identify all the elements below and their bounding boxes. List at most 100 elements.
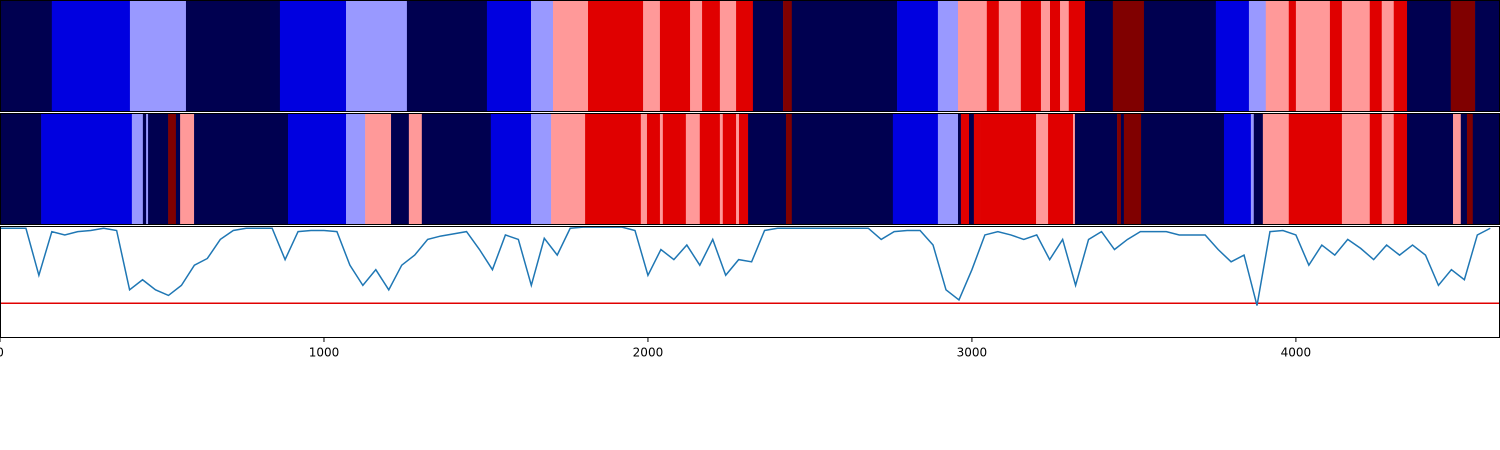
segment	[662, 113, 687, 225]
segment	[530, 0, 554, 112]
segment	[486, 0, 532, 112]
segment	[1450, 0, 1476, 112]
segment	[659, 0, 691, 112]
segment	[1050, 0, 1061, 112]
segment	[551, 113, 586, 225]
segment	[685, 113, 701, 225]
segment	[585, 113, 642, 225]
segment	[142, 113, 147, 225]
segment	[736, 0, 754, 112]
segment	[0, 0, 53, 112]
segment	[1215, 0, 1250, 112]
segment	[1381, 113, 1395, 225]
segment	[1381, 0, 1395, 112]
segment	[490, 113, 532, 225]
segment	[897, 0, 939, 112]
segment	[937, 0, 959, 112]
segment	[41, 113, 133, 225]
segment	[185, 0, 281, 112]
segment	[346, 0, 408, 112]
x-tick-label: 0	[0, 346, 4, 360]
segment	[1265, 0, 1290, 112]
segment	[1084, 0, 1114, 112]
segment	[180, 113, 195, 225]
segment	[752, 0, 784, 112]
segment	[194, 113, 289, 225]
segment	[980, 113, 1037, 225]
segment	[969, 113, 975, 225]
segment	[1453, 113, 1462, 225]
segment	[1393, 113, 1408, 225]
segment	[719, 0, 737, 112]
segment	[1060, 0, 1070, 112]
segment	[1329, 0, 1343, 112]
data-line	[0, 226, 1491, 306]
segment	[175, 113, 181, 225]
segment	[1143, 0, 1217, 112]
segment	[957, 0, 988, 112]
segment	[421, 113, 492, 225]
segment	[1073, 113, 1076, 225]
segment	[288, 113, 347, 225]
segment	[646, 113, 661, 225]
segment	[1472, 113, 1500, 225]
x-tick-label: 3000	[957, 346, 988, 360]
segment	[702, 0, 721, 112]
segment	[1123, 113, 1142, 225]
segment	[530, 113, 552, 225]
segment	[973, 113, 981, 225]
segment	[365, 113, 392, 225]
segment	[146, 113, 149, 225]
segment	[168, 113, 177, 225]
segment	[738, 113, 749, 225]
segment	[406, 0, 488, 112]
segment	[131, 113, 144, 225]
segment	[1040, 0, 1051, 112]
segment	[643, 0, 661, 112]
segment	[1407, 0, 1452, 112]
segment	[588, 0, 644, 112]
segment	[0, 113, 42, 225]
segment	[279, 0, 347, 112]
segment	[1288, 0, 1297, 112]
segment	[391, 113, 410, 225]
segment	[1036, 113, 1049, 225]
segment	[791, 113, 894, 225]
segment	[960, 113, 970, 225]
segment	[659, 113, 664, 225]
segment	[791, 0, 898, 112]
segment	[1369, 113, 1383, 225]
segment	[51, 0, 131, 112]
x-tick-label: 1000	[309, 346, 340, 360]
segment	[408, 113, 423, 225]
segment	[736, 113, 740, 225]
segment	[1460, 113, 1468, 225]
segment	[1295, 0, 1331, 112]
segment	[1248, 0, 1267, 112]
segment	[1223, 113, 1252, 225]
segment	[1117, 113, 1122, 225]
segment	[129, 0, 187, 112]
segment	[1288, 113, 1343, 225]
panel-frame	[0, 226, 1500, 338]
segment	[553, 0, 589, 112]
segment	[998, 0, 1022, 112]
x-tick-label: 2000	[633, 346, 664, 360]
segment	[148, 113, 169, 225]
segment	[1020, 0, 1042, 112]
segment	[1369, 0, 1383, 112]
segment	[1341, 0, 1371, 112]
segment	[1141, 113, 1225, 225]
segment	[1048, 113, 1074, 225]
segment	[1253, 113, 1264, 225]
segment	[1393, 0, 1408, 112]
segment	[1250, 113, 1255, 225]
segment	[346, 113, 366, 225]
segment	[957, 113, 962, 225]
segment	[1475, 0, 1500, 112]
segment	[722, 113, 737, 225]
segment	[1466, 113, 1474, 225]
segment	[748, 113, 787, 225]
